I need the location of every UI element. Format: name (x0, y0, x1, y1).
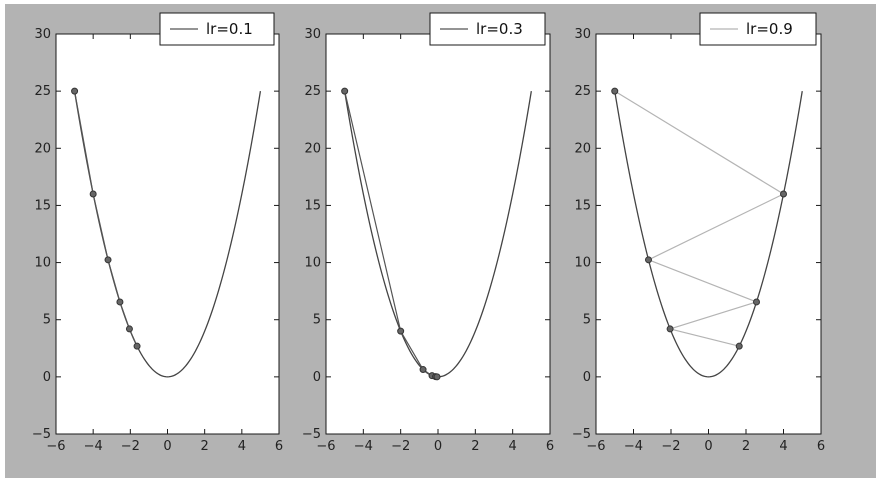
data-point (780, 190, 787, 198)
data-point (341, 87, 349, 95)
x-tick-label: 4 (238, 439, 246, 454)
y-tick-label: 30 (34, 27, 51, 42)
x-tick-label: 0 (704, 439, 712, 454)
legend-label: lr=0.9 (746, 20, 793, 38)
data-point (397, 327, 405, 335)
x-tick-label: 6 (275, 439, 283, 454)
panel-3: −6 −4 −2 0 2 4 6 −5 0 5 10 15 20 25 30 lr=0.9 (572, 12, 825, 454)
axes-frame (325, 33, 551, 435)
y-tick-label: 15 (574, 198, 591, 213)
x-tick-label: −2 (121, 439, 140, 454)
y-tick-label: 20 (34, 141, 51, 156)
y-tick-label: 5 (43, 313, 51, 328)
y-tick-label: 0 (583, 370, 591, 385)
figure: −6 −4 −2 0 2 4 6 −5 0 5 10 15 20 25 30 lr=0.1 −6 −4 −2 0 2 4 6… (5, 4, 876, 478)
y-tick-label: −5 (572, 427, 591, 442)
legend: lr=0.1 (159, 12, 275, 46)
x-tick-label: −2 (661, 439, 680, 454)
x-tick-label: 4 (509, 439, 517, 454)
panel-2: −6 −4 −2 0 2 4 6 −5 0 5 10 15 20 25 30 lr=0.3 (302, 12, 554, 454)
y-tick-label: 10 (574, 256, 591, 271)
x-tick-label: 2 (471, 439, 479, 454)
y-tick-label: 5 (313, 313, 321, 328)
x-tick-label: −2 (391, 439, 410, 454)
legend: lr=0.9 (699, 12, 817, 46)
y-tick-label: 30 (304, 27, 321, 42)
legend-label: lr=0.1 (206, 20, 253, 38)
data-point (645, 256, 652, 264)
data-point (133, 342, 141, 350)
x-tick-label: −6 (46, 439, 65, 454)
y-tick-label: 15 (304, 198, 321, 213)
axes-frame (55, 33, 280, 435)
curve-line (614, 91, 803, 378)
x-tick-label: 4 (779, 439, 787, 454)
x-tick-label: 0 (163, 439, 171, 454)
data-point (104, 256, 112, 264)
series-line (614, 90, 785, 347)
x-tick-label: 0 (434, 439, 442, 454)
x-tick-label: −4 (624, 439, 643, 454)
x-tick-label: 6 (817, 439, 825, 454)
y-tick-label: 0 (43, 370, 51, 385)
axes-frame (595, 33, 822, 435)
legend-label: lr=0.3 (476, 20, 523, 38)
data-point (433, 373, 441, 381)
y-tick-label: 15 (34, 198, 51, 213)
x-tick-label: −6 (586, 439, 605, 454)
y-tick-label: 20 (574, 141, 591, 156)
data-point (71, 87, 79, 95)
y-tick-label: −5 (32, 427, 51, 442)
x-tick-label: 2 (201, 439, 209, 454)
y-tick-label: 25 (574, 84, 591, 99)
x-tick-label: 6 (546, 439, 554, 454)
x-tick-label: −6 (316, 439, 335, 454)
legend-box (159, 12, 275, 46)
y-tick-label: 10 (34, 256, 51, 271)
y-tick-label: −5 (302, 427, 321, 442)
data-point (735, 342, 743, 350)
y-tick-label: 25 (34, 84, 51, 99)
y-tick-label: 0 (313, 370, 321, 385)
panel-1: −6 −4 −2 0 2 4 6 −5 0 5 10 15 20 25 30 lr=0.1 (32, 12, 283, 454)
y-tick-label: 30 (574, 27, 591, 42)
data-point (666, 325, 674, 333)
x-tick-label: −4 (354, 439, 373, 454)
y-tick-label: 10 (304, 256, 321, 271)
y-tick-label: 5 (583, 313, 591, 328)
x-tick-label: −4 (84, 439, 103, 454)
data-point (89, 190, 97, 198)
x-tick-label: 2 (742, 439, 750, 454)
y-tick-label: 25 (304, 84, 321, 99)
data-point (125, 325, 133, 333)
data-point (419, 366, 427, 374)
data-point (116, 298, 124, 306)
y-tick-label: 20 (304, 141, 321, 156)
legend: lr=0.3 (429, 12, 546, 46)
data-point (611, 87, 619, 95)
data-point (753, 298, 760, 306)
